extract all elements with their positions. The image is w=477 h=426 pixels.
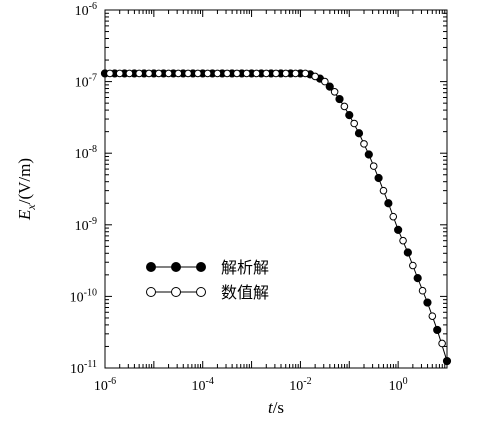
point-numerical bbox=[262, 69, 271, 78]
point-numerical bbox=[399, 236, 407, 245]
point-numerical bbox=[223, 69, 231, 78]
point-numerical bbox=[194, 69, 202, 78]
point-numerical bbox=[125, 69, 134, 78]
point-numerical bbox=[252, 69, 261, 78]
legend-marker-numerical-1 bbox=[146, 287, 156, 297]
point-numerical bbox=[369, 162, 378, 170]
point-numerical bbox=[321, 77, 329, 86]
y-tick-label: 10-9 bbox=[75, 216, 97, 234]
x-tick-label: 10-2 bbox=[289, 376, 311, 394]
point-analytic bbox=[374, 173, 383, 183]
point-numerical bbox=[174, 69, 183, 78]
point-numerical bbox=[291, 69, 300, 78]
legend-marker-numerical-3 bbox=[196, 287, 206, 297]
point-numerical bbox=[389, 212, 398, 221]
point-numerical bbox=[360, 140, 368, 148]
y-tick-label: 10-11 bbox=[70, 359, 97, 377]
y-tick-labels: 10-6 10-7 10-8 10-9 10-10 10-11 bbox=[70, 1, 97, 377]
point-analytic bbox=[423, 298, 432, 307]
point-numerical bbox=[340, 102, 349, 111]
point-numerical bbox=[184, 69, 192, 78]
legend-label-numerical: 数值解 bbox=[221, 283, 269, 302]
legend-item-numerical: 数值解 bbox=[146, 283, 269, 302]
point-analytic bbox=[394, 225, 403, 234]
legend-label-analytic: 解析解 bbox=[221, 258, 269, 277]
point-numerical bbox=[379, 186, 388, 195]
point-analytic bbox=[364, 150, 373, 159]
point-numerical bbox=[242, 69, 251, 78]
point-numerical bbox=[135, 69, 143, 78]
data-markers bbox=[100, 69, 452, 366]
point-numerical bbox=[438, 339, 446, 348]
point-numerical bbox=[428, 312, 437, 320]
point-analytic bbox=[325, 82, 334, 91]
y-tick-label: 10-8 bbox=[75, 144, 97, 162]
tick-marks bbox=[104, 10, 447, 369]
point-analytic bbox=[403, 248, 412, 257]
legend-marker-analytic-2 bbox=[171, 262, 181, 272]
legend-marker-analytic-3 bbox=[196, 262, 206, 272]
y-tick-label: 10-7 bbox=[75, 73, 97, 91]
point-analytic bbox=[354, 129, 364, 138]
point-numerical bbox=[418, 286, 427, 295]
point-numerical bbox=[145, 69, 153, 78]
point-numerical bbox=[203, 69, 212, 78]
point-analytic bbox=[335, 94, 344, 104]
y-axis-title: Ex/(V/m) bbox=[15, 158, 38, 221]
point-analytic bbox=[384, 199, 393, 208]
point-analytic bbox=[413, 274, 422, 283]
point-numerical bbox=[330, 88, 339, 96]
legend-marker-analytic-1 bbox=[146, 262, 156, 272]
point-numerical bbox=[301, 69, 310, 78]
point-analytic bbox=[442, 356, 452, 366]
point-analytic bbox=[345, 111, 354, 120]
point-numerical bbox=[233, 69, 241, 78]
legend: 解析解 数值解 bbox=[146, 258, 269, 302]
point-numerical bbox=[350, 119, 358, 128]
x-tick-labels: 10-6 10-4 10-2 100 bbox=[94, 376, 408, 394]
point-numerical bbox=[164, 69, 173, 78]
point-numerical bbox=[213, 69, 222, 78]
x-tick-label: 10-6 bbox=[94, 376, 116, 394]
point-numerical bbox=[311, 72, 319, 81]
point-numerical bbox=[272, 69, 280, 78]
point-analytic bbox=[433, 325, 442, 335]
point-numerical bbox=[106, 69, 114, 78]
point-numerical bbox=[281, 69, 290, 78]
x-axis-title: t/s bbox=[268, 398, 284, 417]
legend-item-analytic: 解析解 bbox=[146, 258, 269, 277]
plot-frame bbox=[104, 9, 448, 369]
point-numerical bbox=[154, 69, 163, 78]
x-tick-label: 10-4 bbox=[192, 376, 214, 394]
y-tick-label: 10-10 bbox=[70, 287, 97, 305]
point-numerical bbox=[115, 69, 124, 78]
legend-marker-numerical-2 bbox=[171, 287, 181, 297]
y-tick-label: 10-6 bbox=[75, 1, 97, 19]
x-tick-label: 100 bbox=[389, 376, 408, 394]
point-numerical bbox=[409, 261, 417, 270]
